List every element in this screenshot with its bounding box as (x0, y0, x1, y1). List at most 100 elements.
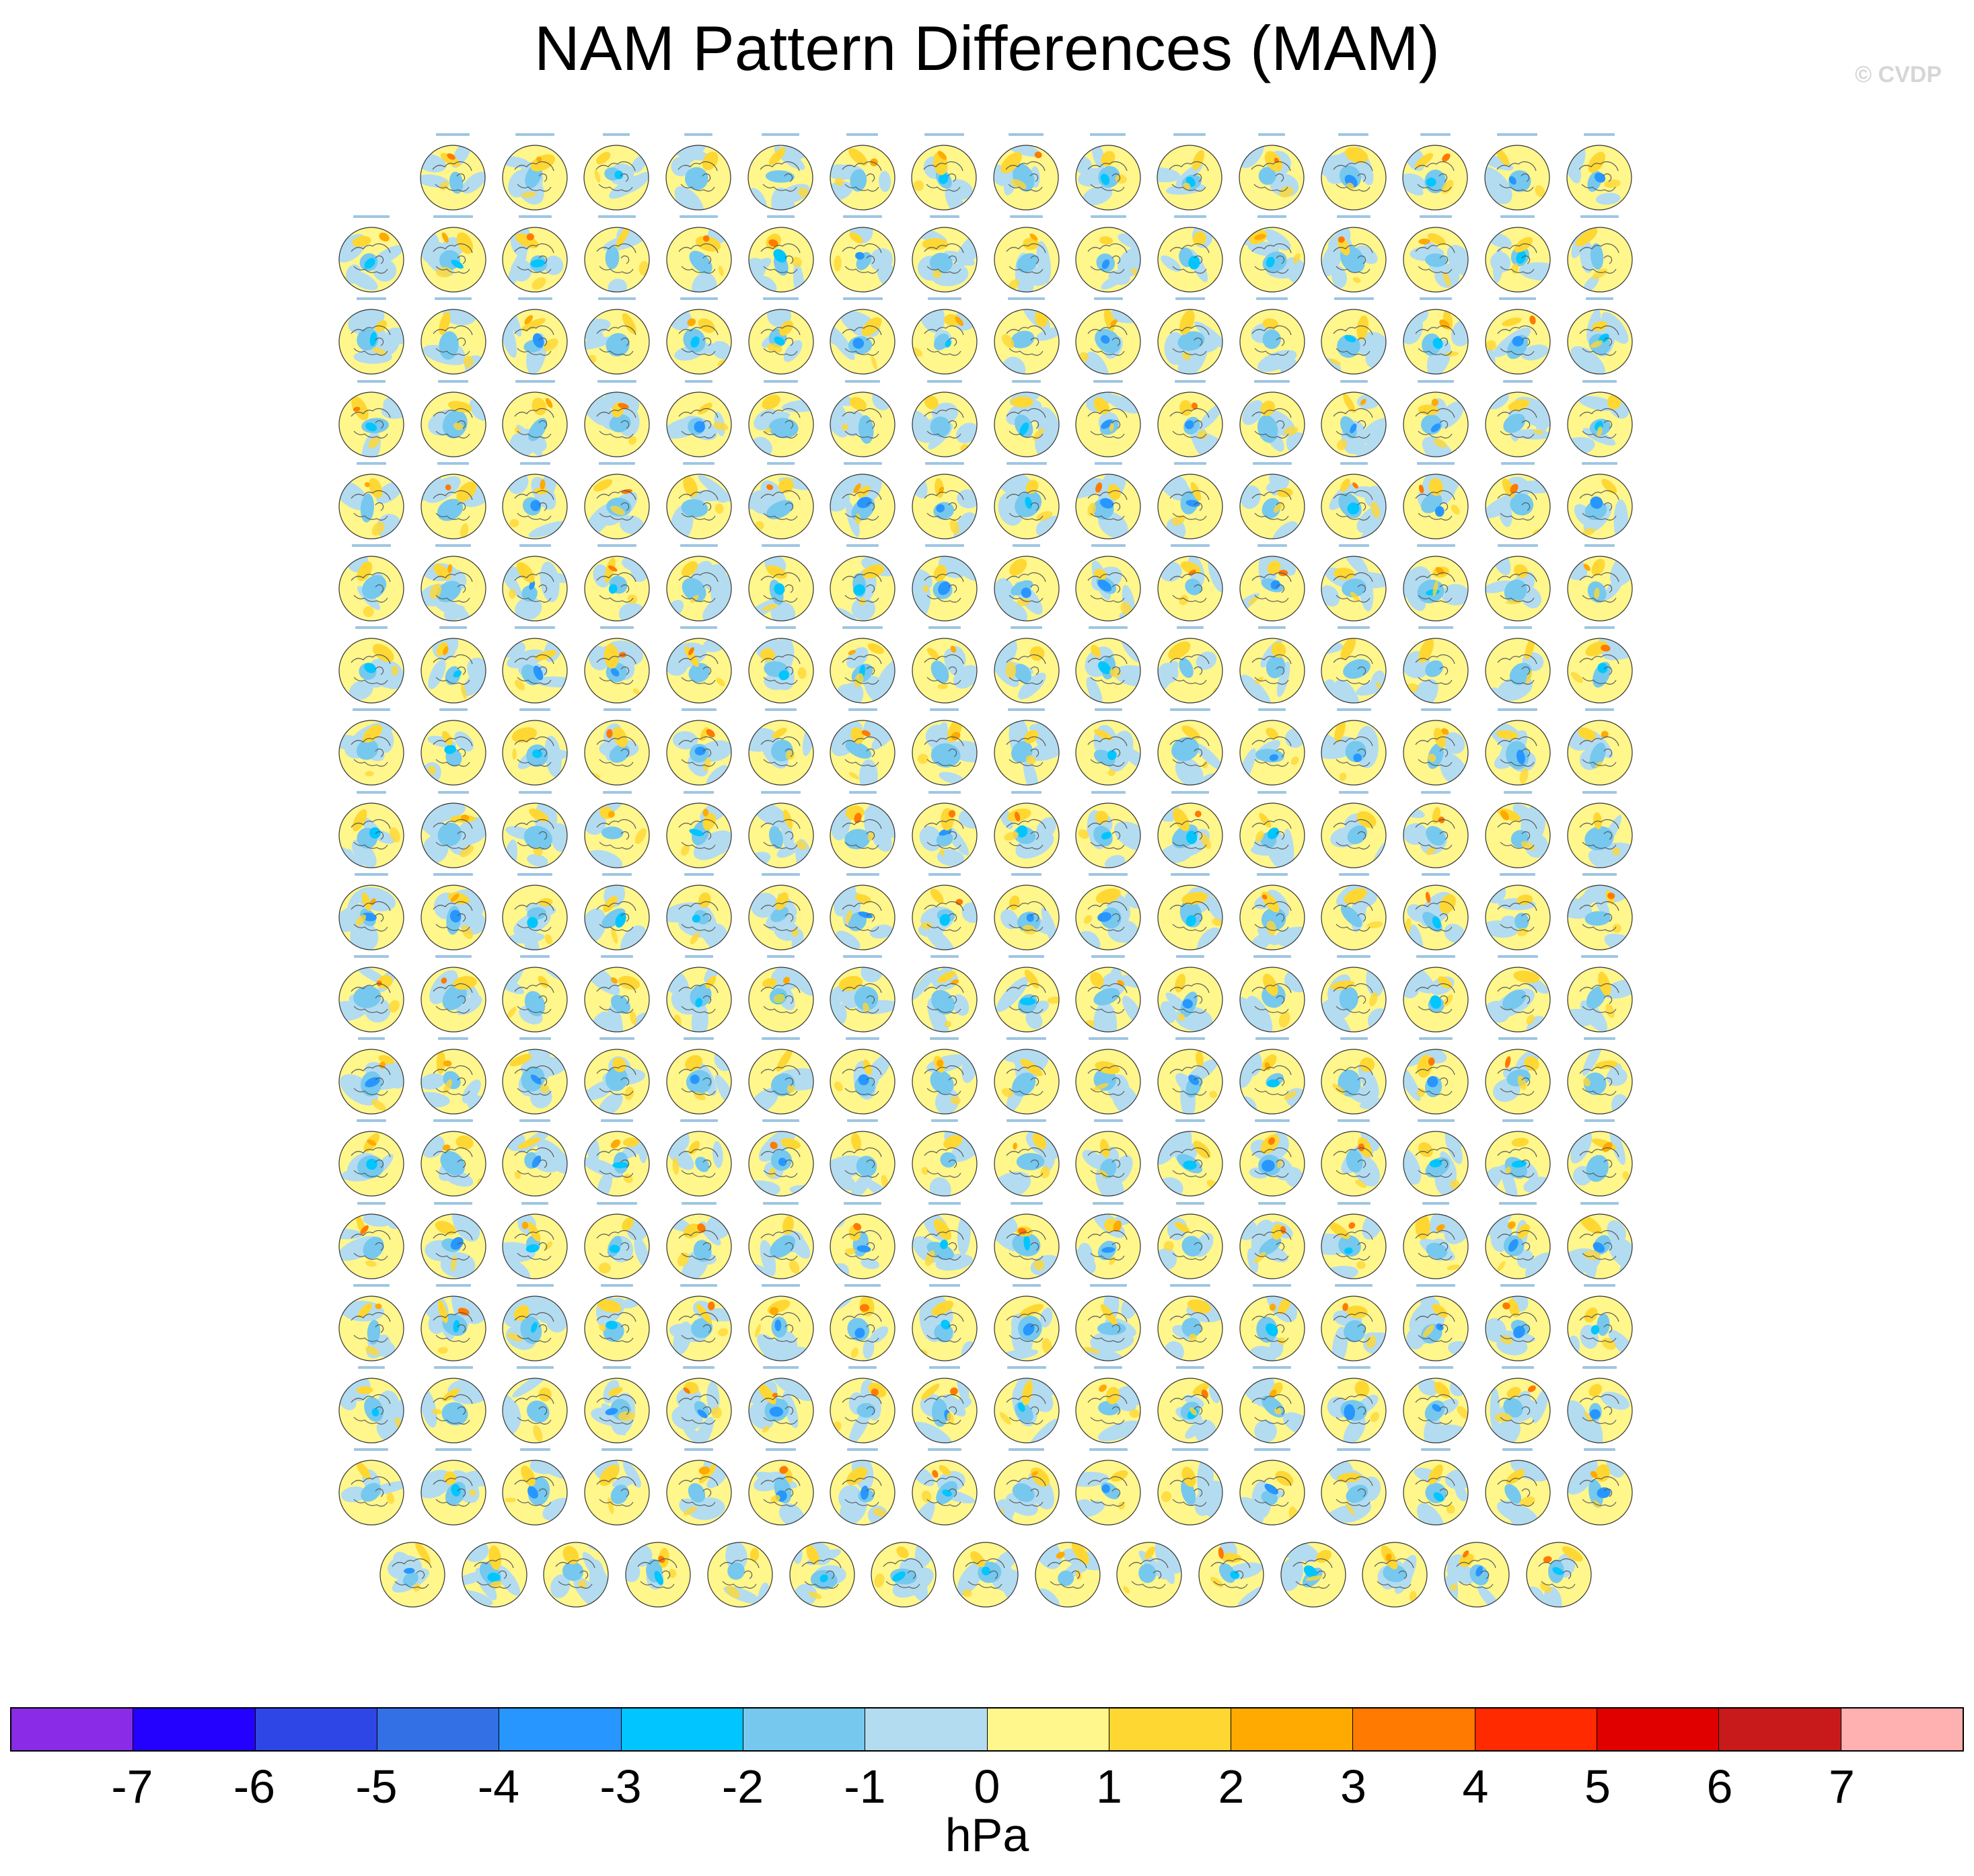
map-panel (1073, 872, 1143, 952)
polar-map-icon (1239, 802, 1305, 868)
panel-title-line (664, 626, 734, 630)
polar-map-icon (1403, 391, 1469, 457)
polar-map-icon (584, 474, 650, 539)
map-panel (582, 955, 652, 1035)
polar-map-icon (1239, 474, 1305, 539)
map-panel (336, 872, 406, 952)
polar-map-icon (666, 638, 732, 704)
map-panel (664, 544, 734, 624)
map-panel (1155, 1037, 1225, 1117)
panel-title-line (336, 1448, 406, 1452)
polar-map-icon (747, 1378, 814, 1443)
map-panel (582, 1119, 652, 1199)
polar-map-icon (911, 145, 977, 211)
map-panel (1565, 544, 1635, 624)
polar-map-icon (1321, 885, 1387, 950)
panel-title-line (1401, 1448, 1471, 1452)
panel-title-line (664, 708, 734, 712)
polar-map-icon (993, 391, 1060, 457)
panel-title-line (336, 872, 406, 877)
polar-map-icon (1157, 885, 1223, 950)
map-panel (500, 297, 570, 377)
map-panel (336, 1448, 406, 1528)
panel-title-line (336, 1201, 406, 1206)
map-panel (418, 790, 488, 870)
panel-title-line (828, 1119, 898, 1123)
polar-map-icon (830, 1131, 895, 1197)
map-panel (1319, 215, 1389, 295)
panel-title-line (1565, 1119, 1635, 1123)
map-panel (336, 708, 406, 788)
panel-title-line (1073, 544, 1143, 548)
polar-map-icon (1075, 967, 1141, 1033)
panel-title-line (1155, 955, 1225, 959)
panel-title-line (418, 544, 488, 548)
panel-title-line (828, 379, 898, 384)
panel-title-line (582, 1037, 652, 1041)
polar-map-icon (830, 1460, 895, 1526)
polar-map-icon (1403, 967, 1469, 1033)
polar-map-icon (666, 885, 732, 950)
panel-title-line (1565, 1448, 1635, 1452)
panel-title-line (418, 872, 488, 877)
polar-map-icon (502, 802, 568, 868)
polar-map-icon (993, 638, 1060, 704)
panel-title-line (663, 133, 733, 137)
map-panel (582, 297, 652, 377)
map-panel (1565, 1448, 1635, 1528)
panel-title-line (418, 215, 488, 219)
panel-title-line (1237, 1283, 1307, 1288)
polar-map-icon (1239, 556, 1305, 622)
panel-title-line (418, 790, 488, 795)
polar-map-icon (1566, 391, 1633, 457)
polar-map-icon (666, 967, 732, 1033)
panel-title-line (1155, 708, 1225, 712)
polar-map-icon (1566, 227, 1633, 293)
color-bar-tick-label: -5 (355, 1760, 398, 1813)
panel-title-line (1565, 544, 1635, 548)
map-panel (1483, 1201, 1553, 1281)
panel-title-line (1237, 379, 1307, 384)
map-panel (418, 133, 488, 213)
polar-map-icon (1157, 474, 1223, 539)
polar-map-icon (421, 474, 486, 539)
polar-map-icon (1485, 391, 1551, 457)
color-bar-tick-label: -6 (233, 1760, 276, 1813)
map-panel (828, 626, 898, 706)
panel-title-line (500, 1283, 570, 1288)
polar-map-icon (666, 309, 732, 375)
panel-title-line (500, 379, 570, 384)
color-bar-unit: hPa (945, 1809, 1029, 1861)
panel-title-line (1237, 544, 1307, 548)
polar-map-icon (338, 1131, 404, 1197)
polar-map-icon (747, 1213, 814, 1279)
polar-map-icon (953, 1542, 1019, 1608)
map-panel (1483, 1448, 1553, 1528)
panel-title-line (1073, 955, 1143, 959)
polar-map-icon (1321, 145, 1387, 211)
polar-map-icon (666, 556, 732, 622)
panel-title-line (1073, 708, 1143, 712)
panel-title-line (1401, 1119, 1471, 1123)
map-panel (1073, 1366, 1143, 1446)
polar-map-icon (1239, 1049, 1305, 1115)
color-bar (10, 1707, 1964, 1752)
polar-map-icon (1239, 145, 1305, 211)
map-panel (910, 379, 980, 459)
polar-map-icon (421, 391, 486, 457)
polar-map-icon (1075, 391, 1141, 457)
map-panel (828, 790, 898, 870)
panel-title-line (500, 1448, 570, 1452)
polar-map-icon (502, 638, 568, 704)
polar-map-icon (666, 1131, 732, 1197)
polar-map-icon (993, 309, 1060, 375)
panel-title-line (746, 1037, 816, 1041)
panel-title-line (1401, 1283, 1471, 1288)
map-panel (910, 955, 980, 1035)
polar-map-icon (912, 885, 978, 950)
color-bar-box (11, 1709, 134, 1750)
map-panel (418, 1283, 488, 1363)
polar-map-icon (338, 391, 404, 457)
panel-title-line (664, 461, 734, 466)
panel-title-line (910, 1283, 980, 1288)
